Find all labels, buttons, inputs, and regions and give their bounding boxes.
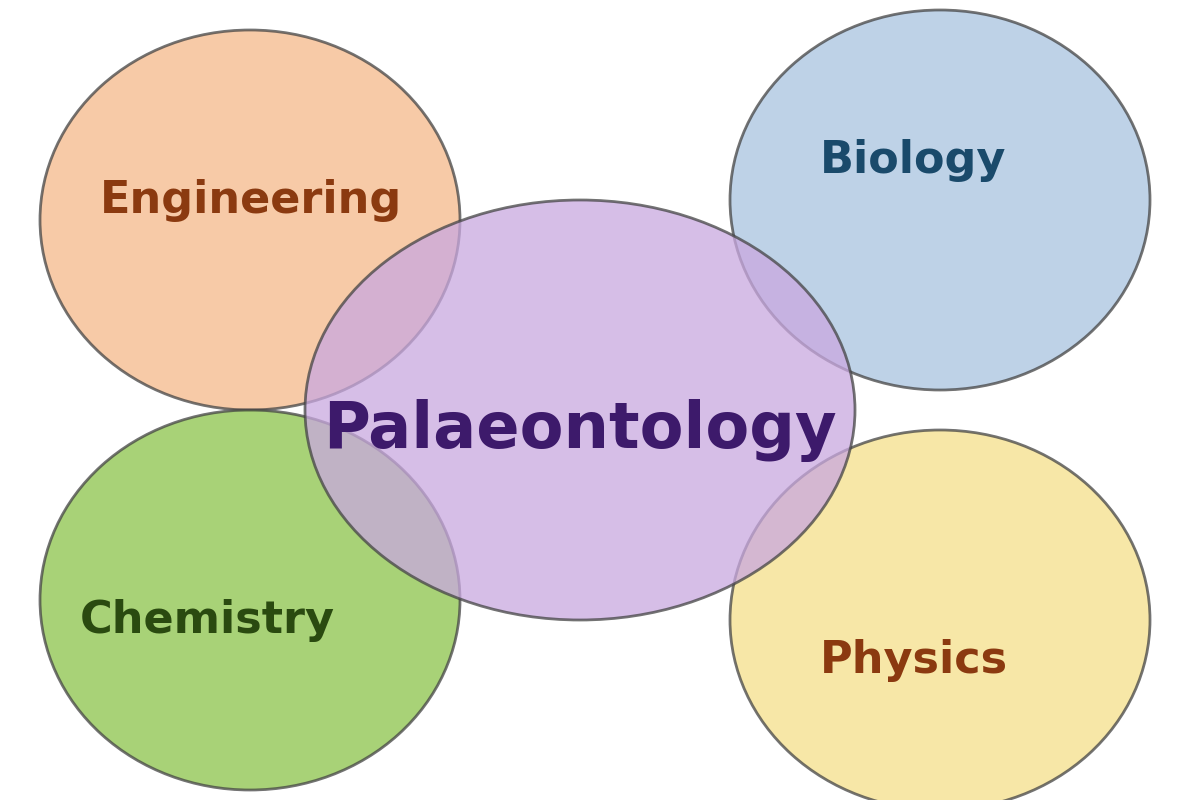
Text: Engineering: Engineering <box>100 178 402 222</box>
Text: Biology: Biology <box>820 138 1007 182</box>
Ellipse shape <box>40 410 460 790</box>
Ellipse shape <box>730 10 1150 390</box>
Ellipse shape <box>730 430 1150 800</box>
Text: Palaeontology: Palaeontology <box>323 398 836 462</box>
Ellipse shape <box>305 200 854 620</box>
Text: Physics: Physics <box>820 638 1008 682</box>
Text: Chemistry: Chemistry <box>80 598 335 642</box>
Ellipse shape <box>40 30 460 410</box>
